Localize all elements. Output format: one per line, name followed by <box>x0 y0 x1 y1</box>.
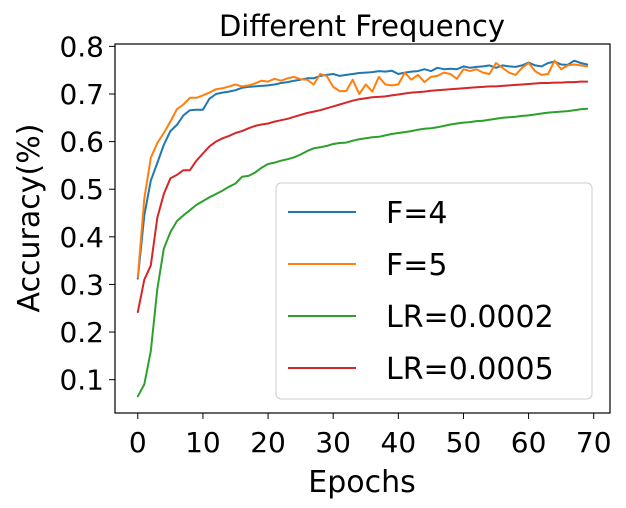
y-axis-label: Accuracy(%) <box>12 124 47 313</box>
legend-label-3: LR=0.0005 <box>386 352 554 387</box>
x-tick-label: 60 <box>511 426 547 459</box>
series-line-3 <box>136 80 589 314</box>
series-layer <box>136 59 589 398</box>
legend-label-1: F=5 <box>386 248 447 283</box>
series-line-1 <box>136 59 589 279</box>
x-tick-label: 40 <box>381 426 417 459</box>
chart-title: Different Frequency <box>219 9 505 43</box>
x-tick-label: 0 <box>129 426 147 459</box>
legend-label-0: F=4 <box>386 196 447 231</box>
y-tick-label: 0.1 <box>59 364 104 397</box>
x-tick-label: 70 <box>576 426 612 459</box>
x-tick-label: 50 <box>446 426 482 459</box>
series-line-2 <box>136 107 589 398</box>
y-tick-label: 0.6 <box>59 126 104 159</box>
y-tick-label: 0.5 <box>59 173 104 206</box>
y-tick-label: 0.8 <box>59 30 104 63</box>
x-axis-label: Epochs <box>308 465 416 500</box>
x-tick-label: 30 <box>315 426 351 459</box>
x-axis: 0 10 20 30 40 50 60 70 <box>129 413 612 459</box>
y-axis: 0.1 0.2 0.3 0.4 0.5 0.6 0.7 0.8 <box>59 30 115 397</box>
x-tick-label: 20 <box>250 426 286 459</box>
y-tick-label: 0.4 <box>59 221 104 254</box>
legend: F=4 F=5 LR=0.0002 LR=0.0005 <box>275 182 593 400</box>
plot-frame <box>114 43 611 414</box>
x-tick-label: 10 <box>185 426 221 459</box>
legend-label-2: LR=0.0002 <box>386 300 554 335</box>
y-tick-label: 0.3 <box>59 268 104 301</box>
series-line-0 <box>136 59 589 280</box>
legend-box <box>275 182 593 400</box>
y-tick-label: 0.2 <box>59 316 104 349</box>
y-tick-label: 0.7 <box>59 78 104 111</box>
